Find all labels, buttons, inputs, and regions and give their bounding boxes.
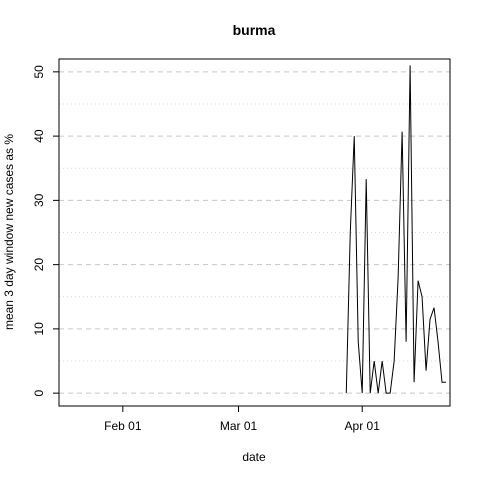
y-axis-label: mean 3 day window new cases as % xyxy=(2,134,16,330)
y-tick-label: 30 xyxy=(32,193,46,207)
y-tick-label: 20 xyxy=(32,258,46,272)
y-tick-label: 10 xyxy=(32,322,46,336)
chart-title: burma xyxy=(233,22,276,38)
x-tick-label: Mar 01 xyxy=(220,419,258,433)
y-axis: 0 10 20 30 40 50 xyxy=(32,65,59,396)
y-tick-label: 0 xyxy=(32,389,46,396)
series-line xyxy=(345,65,447,394)
grid-lines xyxy=(59,71,450,394)
series-line-group xyxy=(345,65,447,394)
plot-frame xyxy=(58,58,451,407)
x-tick-label: Feb 01 xyxy=(104,419,142,433)
x-axis: Feb 01 Mar 01 Apr 01 xyxy=(104,406,380,433)
y-tick-label: 40 xyxy=(32,129,46,143)
x-tick-label: Apr 01 xyxy=(345,419,381,433)
y-tick-label: 50 xyxy=(32,65,46,79)
x-axis-label: date xyxy=(242,450,266,464)
